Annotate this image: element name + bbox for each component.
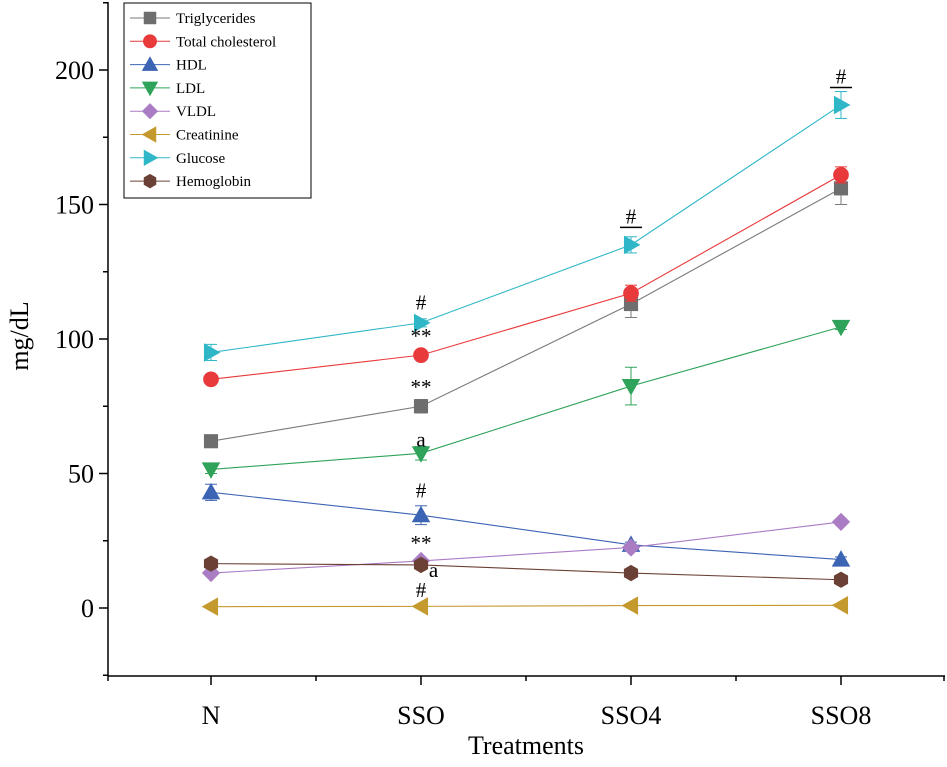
legend-marker: [143, 173, 157, 189]
legend-item-hdl: HDL: [130, 56, 207, 74]
annotation-mark: #: [626, 204, 637, 228]
data-point: [621, 538, 641, 557]
annotation-mark: **: [411, 531, 432, 555]
legend-item-ldl: LDL: [130, 81, 205, 97]
y-tick-label: 50: [68, 460, 94, 489]
annotation-mark: #: [416, 479, 427, 503]
legend-item-creatinine: Creatinine: [130, 126, 239, 144]
legend-label: HDL: [176, 58, 207, 74]
annotation-mark: #: [416, 578, 427, 602]
legend-label: Hemoglobin: [176, 174, 251, 190]
data-point: [203, 371, 219, 388]
data-point: [833, 95, 851, 115]
data-point: [831, 319, 851, 337]
data-point: [411, 597, 429, 616]
y-tick-label: 200: [55, 56, 94, 85]
legend-label: Creatinine: [176, 128, 239, 144]
series-creatinine: [201, 596, 849, 616]
x-axis-label: Treatments: [468, 731, 584, 760]
data-point: [833, 167, 849, 183]
series-line: [210, 563, 842, 581]
x-tick-label: SSO4: [601, 701, 662, 730]
annotation-mark: **: [411, 324, 432, 348]
legend-marker: [141, 56, 159, 71]
series-triglycerides: [203, 171, 849, 449]
series-line: [210, 187, 842, 442]
legend-label: Glucose: [176, 151, 225, 167]
legend-label: Total cholesterol: [176, 34, 276, 50]
data-point: [203, 555, 219, 572]
data-point: [833, 571, 849, 588]
data-point: [411, 446, 431, 463]
data-point: [623, 235, 641, 255]
series-line: [210, 326, 842, 471]
data-point: [623, 564, 639, 582]
data-point: [201, 482, 221, 500]
annotations: #****a#**a###: [411, 64, 852, 602]
data-point: [831, 512, 851, 532]
legend-marker: [143, 149, 159, 167]
legend-label: LDL: [176, 81, 205, 97]
data-point: [621, 596, 639, 615]
series-ldl: [201, 319, 851, 479]
legend-marker: [143, 34, 157, 49]
data-point: [413, 313, 431, 333]
data-point: [413, 347, 429, 364]
series-total-cholesterol: [203, 166, 849, 388]
legend-marker: [141, 81, 159, 97]
data-point: [621, 379, 641, 396]
data-point: [413, 399, 429, 414]
y-axis-label: mg/dL: [5, 301, 34, 370]
y-tick-label: 0: [81, 594, 94, 623]
x-tick-label: N: [202, 701, 221, 730]
legend-item-glucose: Glucose: [130, 149, 225, 167]
data-point: [201, 597, 219, 616]
axes: 0 50 100 150 200 N SSO SSO4 SSO8: [55, 2, 945, 730]
series-vldl: [201, 512, 851, 583]
data-point: [201, 462, 221, 479]
data-point: [623, 285, 639, 302]
legend-item-total-cholesterol: Total cholesterol: [130, 34, 276, 50]
annotation-mark: **: [411, 375, 432, 399]
legend-label: Triglycerides: [176, 11, 256, 27]
annotation-mark: a: [429, 558, 439, 582]
data-point: [831, 596, 849, 615]
annotation-mark: a: [416, 428, 426, 452]
series-line: [210, 521, 842, 574]
legend-label: VLDL: [176, 104, 216, 120]
legend-marker: [141, 103, 159, 120]
y-tick-label: 150: [55, 191, 94, 220]
series-hemoglobin: [203, 555, 849, 588]
data-point: [831, 550, 851, 567]
legend-item-vldl: VLDL: [130, 103, 216, 120]
annotation-mark: #: [416, 290, 427, 314]
legend-item-hemoglobin: Hemoglobin: [130, 173, 251, 190]
x-tick-label: SSO: [397, 701, 445, 730]
legend-marker: [143, 11, 157, 25]
series-line: [210, 174, 842, 380]
legend-item-triglycerides: Triglycerides: [130, 11, 256, 27]
legend: Triglycerides Total cholesterol HDL LDL VLDL…: [123, 2, 312, 199]
x-tick-label: SSO8: [811, 701, 872, 730]
series-line: [210, 604, 842, 608]
data-point: [411, 505, 431, 523]
data-point: [833, 181, 849, 196]
legend-box: [123, 2, 312, 199]
legend-marker: [141, 126, 157, 143]
series-layer: [201, 91, 851, 616]
y-tick-label: 100: [55, 325, 94, 354]
series-line: [210, 491, 842, 561]
series-line: [210, 104, 842, 353]
data-point: [413, 556, 429, 574]
data-point: [203, 343, 221, 362]
data-point: [203, 434, 219, 449]
series-glucose: [203, 91, 851, 362]
annotation-mark: #: [836, 64, 847, 88]
